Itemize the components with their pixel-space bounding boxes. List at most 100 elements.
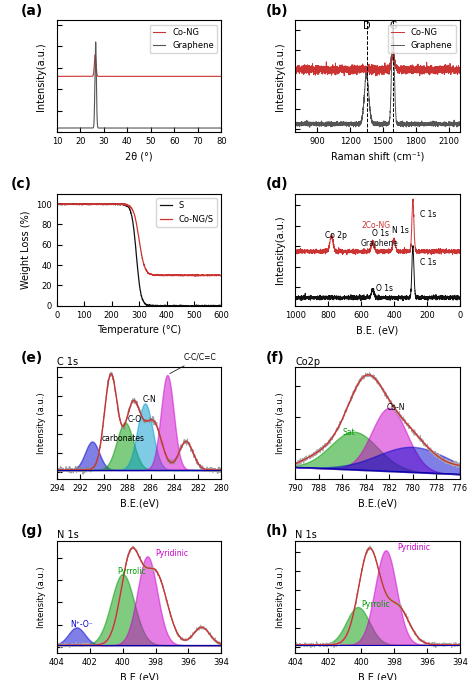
Y-axis label: Weight Loss (%): Weight Loss (%) [21, 211, 31, 289]
S [120, 201, 126, 209]
Line: S: S [57, 204, 221, 306]
Co-NG [214, 72, 219, 80]
Graphene [457, 120, 463, 129]
X-axis label: Temperature (°C): Temperature (°C) [97, 325, 181, 335]
Y-axis label: Intensity(a.u.): Intensity(a.u.) [275, 42, 285, 111]
X-axis label: B.E.(eV): B.E.(eV) [358, 673, 397, 680]
Text: 2Co-NG: 2Co-NG [361, 221, 390, 230]
Co-NG/S [71, 200, 76, 208]
X-axis label: B.E.(eV): B.E.(eV) [358, 498, 397, 509]
Co-NG/S [219, 271, 224, 279]
X-axis label: 2θ (°): 2θ (°) [125, 152, 153, 162]
Co-NG/S [54, 200, 60, 208]
Legend: Co-NG, Graphene: Co-NG, Graphene [150, 24, 217, 54]
Graphene [321, 120, 327, 128]
Text: Co2p: Co2p [295, 356, 320, 367]
Text: C-C/C=C: C-C/C=C [170, 353, 217, 373]
Line: Graphene: Graphene [295, 25, 460, 127]
Text: (h): (h) [266, 524, 288, 539]
X-axis label: B.E.(eV): B.E.(eV) [119, 498, 159, 509]
Y-axis label: Intensity (a.u.): Intensity (a.u.) [37, 566, 46, 628]
Co-NG/S [167, 271, 173, 279]
Graphene [356, 122, 361, 130]
Text: N 1s: N 1s [57, 530, 79, 540]
Line: Co-NG: Co-NG [57, 55, 221, 76]
Graphene [183, 124, 189, 132]
Text: (d): (d) [266, 177, 288, 191]
Text: (a): (a) [21, 4, 43, 18]
Legend: S, Co-NG/S: S, Co-NG/S [156, 198, 217, 227]
Co-NG [457, 68, 463, 76]
Text: Sat: Sat [342, 428, 355, 437]
Text: Co-N: Co-N [387, 403, 405, 411]
Graphene [219, 124, 224, 132]
Co-NG/S [120, 200, 126, 208]
Graphene [130, 124, 136, 132]
Graphene [214, 124, 219, 132]
Text: O 1s: O 1s [372, 229, 389, 238]
Co-NG [356, 67, 361, 75]
Y-axis label: Intensity(a.u.): Intensity(a.u.) [275, 216, 285, 284]
Line: Co-NG: Co-NG [295, 51, 460, 76]
Text: C 1s: C 1s [420, 210, 437, 220]
Co-NG/S [127, 202, 132, 210]
S [146, 302, 151, 310]
Graphene [93, 38, 99, 46]
Graphene [311, 120, 317, 129]
Graphene [390, 21, 396, 29]
Graphene [454, 119, 459, 127]
Text: N⁺-O⁻: N⁺-O⁻ [70, 620, 93, 630]
Text: Graphene: Graphene [361, 239, 399, 248]
Co-NG [454, 65, 459, 73]
Text: C-N: C-N [143, 396, 156, 405]
Co-NG [214, 72, 219, 80]
Co-NG [311, 67, 317, 75]
Text: (g): (g) [21, 524, 43, 539]
Text: N 1s: N 1s [295, 530, 317, 540]
S [127, 205, 132, 213]
Co-NG [373, 72, 378, 80]
Y-axis label: Intensity (a.u.): Intensity (a.u.) [276, 566, 285, 628]
Line: Graphene: Graphene [57, 42, 221, 128]
Text: (b): (b) [266, 4, 288, 18]
Text: (c): (c) [11, 177, 32, 191]
Y-axis label: Intensity(a.u.): Intensity(a.u.) [36, 42, 46, 111]
Co-NG [219, 72, 224, 80]
S [54, 200, 60, 208]
Co-NG [363, 65, 368, 73]
S [219, 302, 224, 310]
Y-axis label: Intensity (a.u.): Intensity (a.u.) [276, 392, 285, 454]
Text: carbonates: carbonates [101, 435, 145, 443]
Line: Co-NG/S: Co-NG/S [57, 204, 221, 276]
S [185, 302, 191, 310]
S [182, 302, 188, 310]
Co-NG [134, 72, 140, 80]
X-axis label: Raman shift (cm⁻¹): Raman shift (cm⁻¹) [331, 152, 424, 162]
Text: Pyridinic: Pyridinic [155, 549, 189, 558]
Text: Pyrrolic: Pyrrolic [361, 600, 390, 609]
Graphene [307, 123, 312, 131]
Text: O 1s: O 1s [376, 284, 393, 292]
Graphene [363, 75, 368, 84]
Text: N 1s: N 1s [392, 226, 409, 235]
Legend: Co-NG, Graphene: Co-NG, Graphene [388, 24, 456, 54]
Co-NG [63, 72, 68, 80]
Co-NG [321, 63, 327, 71]
X-axis label: B.E.(eV): B.E.(eV) [119, 673, 159, 680]
Text: C 1s: C 1s [57, 356, 78, 367]
Text: (e): (e) [21, 351, 43, 364]
Graphene [436, 118, 442, 126]
Co-NG/S [182, 271, 188, 279]
Y-axis label: Intensity (a.u.): Intensity (a.u.) [37, 392, 46, 454]
Co-NG [436, 65, 442, 73]
Text: C 1s: C 1s [420, 258, 437, 267]
Text: Pyrrolic: Pyrrolic [118, 567, 146, 576]
Text: C-O: C-O [128, 415, 141, 424]
S [167, 301, 173, 309]
Text: D: D [363, 22, 370, 31]
Co-NG [54, 72, 60, 80]
Graphene [292, 120, 298, 128]
Graphene [63, 124, 68, 132]
Co-NG [390, 47, 396, 55]
Text: Co 2p: Co 2p [325, 231, 347, 240]
